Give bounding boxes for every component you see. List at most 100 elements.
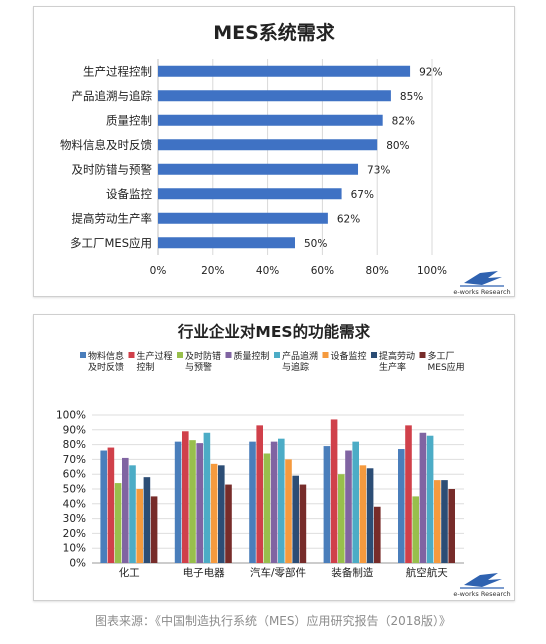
bar [412,496,419,563]
category-label: 电子电器 [183,566,225,579]
legend-item: 物料信息及时反馈 [80,350,124,373]
legend-item: 及时防错与预警 [177,350,221,373]
bar [218,465,225,563]
data-label: 80% [386,140,409,152]
legend-swatch [322,352,329,358]
legend-label: 产品追溯 [282,350,318,362]
source-caption: 图表来源：《中国制造执行系统（MES）应用研究报告（2018版）》 [94,614,452,628]
bar [158,163,359,175]
data-label: 50% [304,238,327,250]
bar [338,474,345,563]
bar [158,65,411,77]
category-label: 设备监控 [106,187,152,201]
bar [323,446,331,563]
bar [263,453,271,563]
bar [426,435,434,563]
bar [210,463,218,563]
y-tick-label: 10% [63,543,86,555]
chart-title: 行业企业对MES的功能需求 [177,322,371,341]
data-label: 62% [337,213,360,225]
bar [366,468,374,563]
bar [330,419,338,563]
bar [182,431,189,563]
legend-label: 提高劳动 [379,350,415,362]
bar [405,425,412,563]
x-tick-label: 20% [201,265,224,277]
bar [189,440,196,563]
y-tick-label: 80% [63,439,86,451]
legend-swatch [419,352,426,358]
bar [270,441,278,563]
legend-item: 提高劳动生产率 [371,350,415,373]
y-tick-label: 20% [63,528,86,540]
bar [174,441,182,563]
y-tick-label: 100% [56,410,86,422]
bar [129,465,136,563]
bar [278,438,285,563]
legend-item: 产品追溯与追踪 [274,350,318,373]
bar [249,441,256,563]
bar [434,480,441,563]
bar [122,457,129,563]
bar [143,477,151,563]
legend-label: 与预警 [185,361,212,373]
legend-label: 生产率 [379,361,406,373]
category-label: 质量控制 [106,113,152,127]
category-label: 产品追溯与追踪 [72,89,153,103]
bar [299,484,307,563]
legend-item: 生产过程控制 [128,350,173,373]
legend-label: 生产过程 [137,350,173,362]
legend-label: 控制 [137,361,155,373]
y-tick-label: 60% [63,469,86,481]
legend-label: 及时反馈 [88,361,124,373]
bar [203,432,211,563]
legend-item: 多工厂MES应用 [419,350,465,373]
y-tick-label: 50% [63,484,86,496]
bar [419,432,427,563]
y-tick-label: 90% [63,424,86,436]
legend-label: 与追踪 [282,361,309,373]
legend-item: 设备监控 [322,350,367,362]
category-label: 化工 [119,566,140,579]
y-tick-label: 30% [63,513,86,525]
legend-swatch [371,352,377,358]
data-label: 73% [367,164,390,176]
legend-swatch [80,352,86,358]
category-label: 装备制造 [331,566,373,579]
bar [359,465,367,563]
legend-label: 设备监控 [331,350,367,362]
x-tick-label: 40% [256,265,279,277]
bar [158,188,342,200]
legend-swatch [274,352,280,358]
mes-demand-chart-panel: MES系统需求 0% 20% 40% 60% 80% 100% 生产过程控制 92% 产品追溯与追… [33,6,515,297]
category-label: 及时防错与预警 [72,162,153,176]
bar [441,480,448,563]
chart-title: MES系统需求 [213,21,336,44]
x-tick-label: 100% [417,265,447,277]
legend-label: 物料信息 [88,350,124,362]
e-works-logo: e-works Research [453,271,511,296]
bar [158,212,328,224]
logo-wing-icon [464,271,502,285]
bar [107,447,115,563]
category-label: 汽车/零部件 [250,566,306,579]
x-tick-label: 80% [366,265,389,277]
bar [292,475,299,563]
bar [158,139,378,151]
x-tick-label: 0% [150,265,167,277]
legend-item: 质量控制 [225,350,270,362]
legend-swatch [177,352,183,358]
bar [114,483,122,563]
logo-wing-icon [464,573,502,587]
legend-label: 质量控制 [234,350,270,362]
bar [150,496,158,563]
mes-demand-bar-chart: MES系统需求 0% 20% 40% 60% 80% 100% 生产过程控制 92% 产品追溯与追… [60,21,511,296]
category-label: 生产过程控制 [83,64,152,78]
legend-label: 多工厂 [428,350,455,362]
category-label: 多工厂MES应用 [70,236,152,250]
bar [285,459,292,563]
data-label: 67% [351,189,374,201]
bar [345,450,352,563]
y-tick-label: 70% [63,454,86,466]
